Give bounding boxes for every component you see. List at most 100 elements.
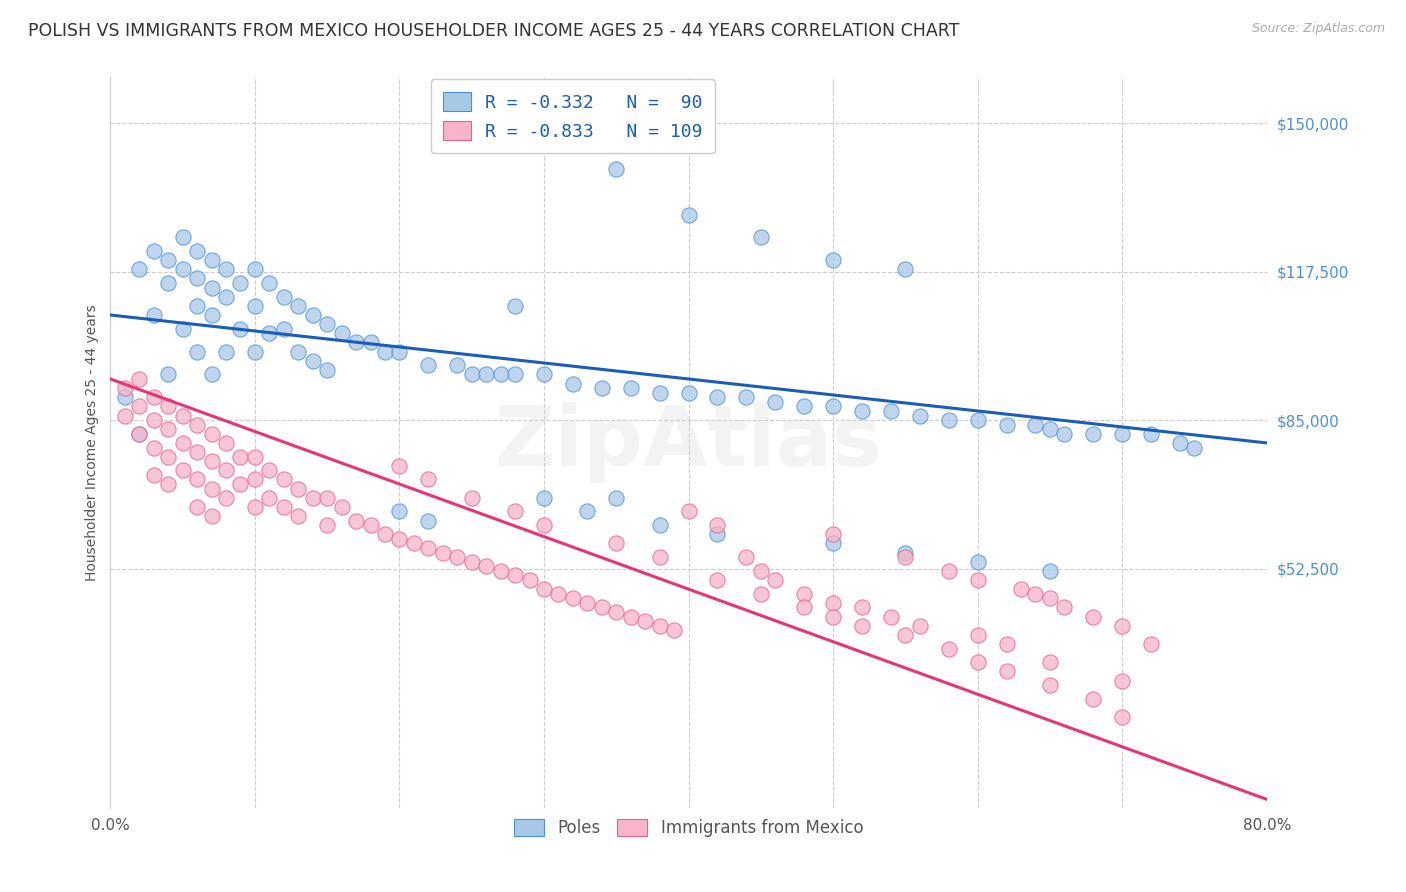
Point bbox=[330, 326, 353, 341]
Point bbox=[1111, 426, 1133, 441]
Point bbox=[128, 372, 150, 386]
Point bbox=[186, 445, 208, 459]
Point bbox=[243, 450, 266, 464]
Point bbox=[735, 390, 758, 404]
Point bbox=[273, 500, 295, 514]
Point bbox=[259, 491, 281, 505]
Point bbox=[374, 527, 396, 541]
Point bbox=[243, 262, 266, 277]
Point bbox=[186, 244, 208, 258]
Point bbox=[475, 368, 498, 382]
Point bbox=[678, 385, 700, 400]
Point bbox=[172, 322, 194, 336]
Point bbox=[894, 628, 917, 642]
Point bbox=[344, 335, 367, 350]
Point bbox=[360, 335, 382, 350]
Point bbox=[229, 477, 252, 491]
Point bbox=[851, 618, 873, 632]
Text: POLISH VS IMMIGRANTS FROM MEXICO HOUSEHOLDER INCOME AGES 25 - 44 YEARS CORRELATI: POLISH VS IMMIGRANTS FROM MEXICO HOUSEHO… bbox=[28, 22, 959, 40]
Point bbox=[215, 262, 238, 277]
Point bbox=[1083, 691, 1105, 706]
Point bbox=[273, 473, 295, 487]
Point bbox=[316, 491, 339, 505]
Point bbox=[186, 500, 208, 514]
Point bbox=[1111, 618, 1133, 632]
Point bbox=[157, 400, 180, 414]
Point bbox=[503, 368, 526, 382]
Point bbox=[894, 545, 917, 559]
Point bbox=[259, 326, 281, 341]
Point bbox=[172, 262, 194, 277]
Point bbox=[243, 344, 266, 359]
Point bbox=[259, 463, 281, 477]
Point bbox=[880, 404, 903, 418]
Point bbox=[475, 559, 498, 574]
Point bbox=[114, 409, 136, 423]
Point bbox=[215, 344, 238, 359]
Point bbox=[1111, 710, 1133, 724]
Point bbox=[503, 504, 526, 518]
Point bbox=[706, 390, 728, 404]
Point bbox=[172, 436, 194, 450]
Point bbox=[418, 358, 440, 372]
Point bbox=[749, 564, 772, 578]
Point bbox=[576, 504, 599, 518]
Point bbox=[823, 253, 845, 268]
Point bbox=[1140, 426, 1163, 441]
Point bbox=[966, 573, 988, 587]
Point bbox=[157, 422, 180, 436]
Point bbox=[1039, 564, 1062, 578]
Point bbox=[648, 550, 671, 565]
Point bbox=[735, 550, 758, 565]
Point bbox=[243, 500, 266, 514]
Point bbox=[763, 573, 786, 587]
Point bbox=[186, 271, 208, 285]
Point bbox=[446, 550, 468, 565]
Point bbox=[243, 473, 266, 487]
Point bbox=[1010, 582, 1032, 596]
Point bbox=[330, 500, 353, 514]
Point bbox=[591, 381, 613, 395]
Point bbox=[648, 618, 671, 632]
Point bbox=[215, 436, 238, 450]
Point bbox=[157, 368, 180, 382]
Point bbox=[634, 614, 657, 628]
Point bbox=[243, 299, 266, 313]
Point bbox=[374, 344, 396, 359]
Point bbox=[200, 308, 222, 322]
Point bbox=[172, 463, 194, 477]
Point bbox=[1039, 655, 1062, 669]
Point bbox=[461, 555, 484, 569]
Point bbox=[142, 308, 165, 322]
Point bbox=[114, 390, 136, 404]
Point bbox=[128, 426, 150, 441]
Point bbox=[200, 426, 222, 441]
Point bbox=[215, 491, 238, 505]
Point bbox=[287, 482, 309, 496]
Point bbox=[1024, 587, 1046, 601]
Point bbox=[157, 276, 180, 290]
Point bbox=[966, 655, 988, 669]
Point bbox=[1168, 436, 1191, 450]
Point bbox=[128, 400, 150, 414]
Point bbox=[418, 514, 440, 528]
Point bbox=[706, 573, 728, 587]
Point bbox=[533, 368, 555, 382]
Point bbox=[186, 344, 208, 359]
Point bbox=[344, 514, 367, 528]
Point bbox=[966, 555, 988, 569]
Point bbox=[938, 564, 960, 578]
Point bbox=[388, 504, 411, 518]
Point bbox=[128, 426, 150, 441]
Point bbox=[418, 473, 440, 487]
Point bbox=[229, 276, 252, 290]
Point bbox=[360, 518, 382, 533]
Point bbox=[273, 290, 295, 304]
Text: ZipAtlas: ZipAtlas bbox=[495, 402, 883, 483]
Point bbox=[142, 467, 165, 482]
Point bbox=[519, 573, 541, 587]
Point bbox=[200, 253, 222, 268]
Point bbox=[316, 363, 339, 377]
Point bbox=[186, 417, 208, 432]
Y-axis label: Householder Income Ages 25 - 44 years: Householder Income Ages 25 - 44 years bbox=[86, 304, 100, 582]
